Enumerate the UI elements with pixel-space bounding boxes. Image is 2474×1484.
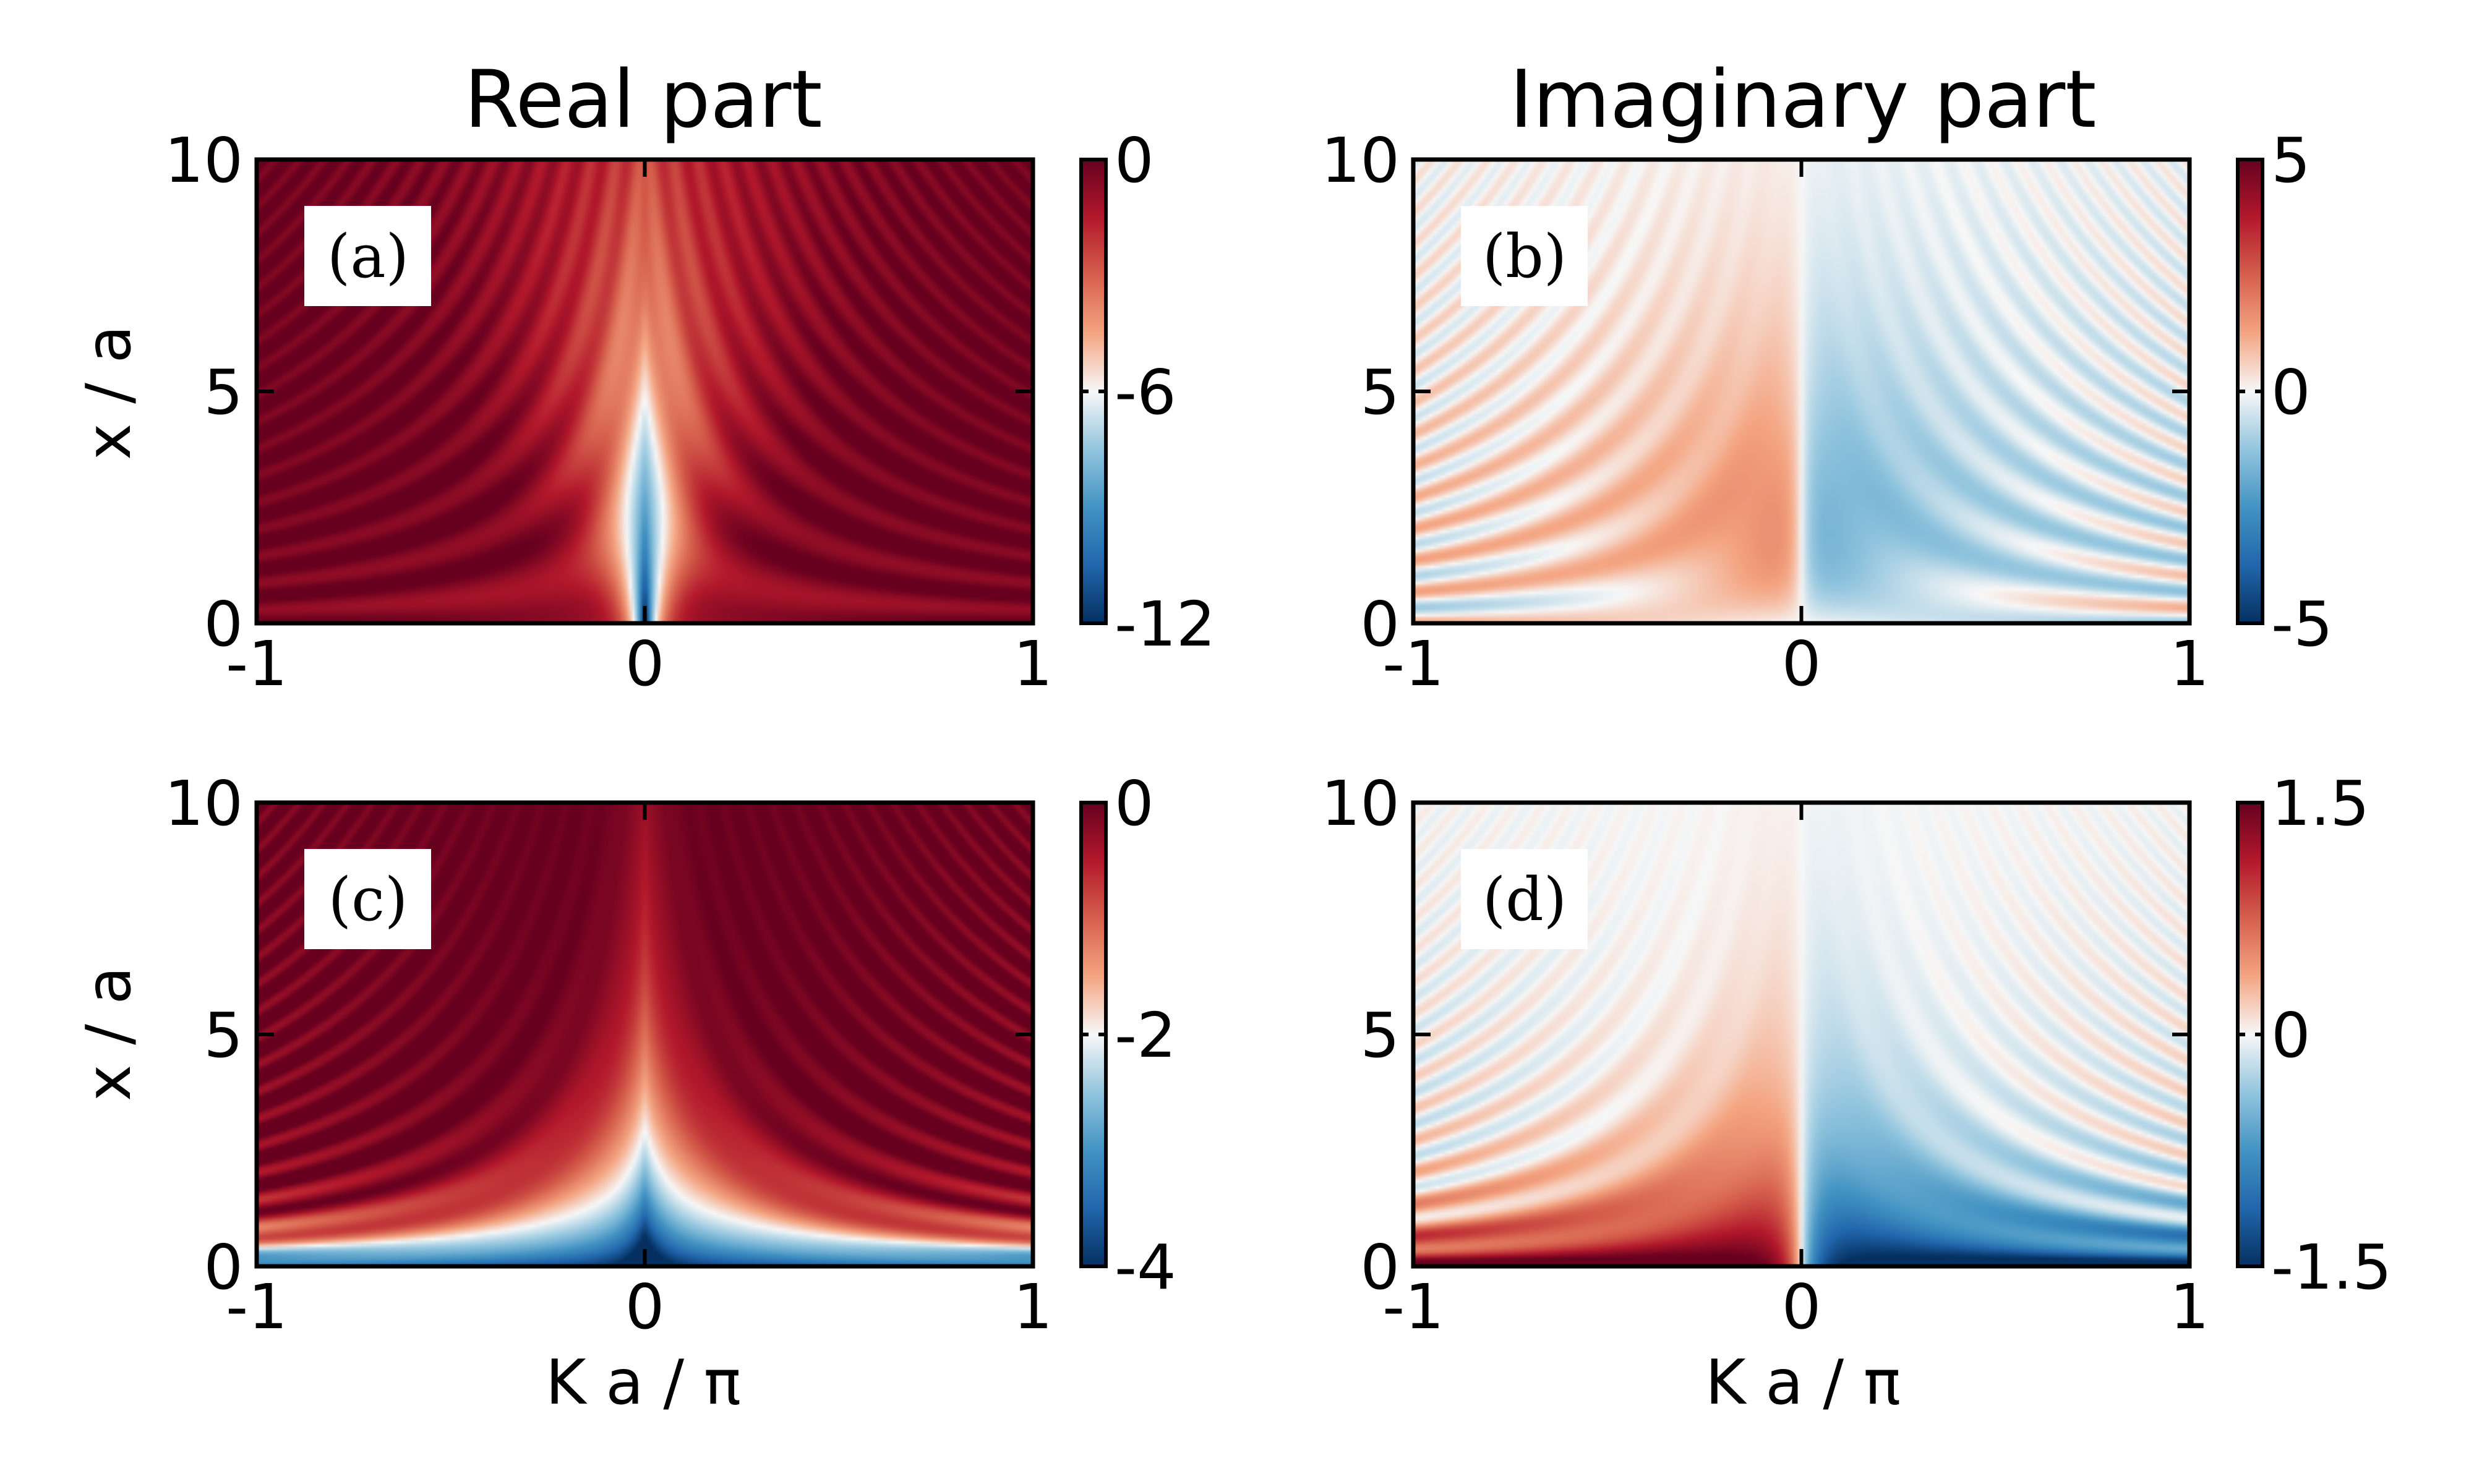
colorbar-tick-label: -5 bbox=[2271, 588, 2333, 660]
panel-label: (a) bbox=[327, 222, 409, 291]
y-tick-label: 0 bbox=[203, 588, 243, 660]
colorbar-tick-label: 0 bbox=[2271, 999, 2311, 1072]
x-tick-label: 0 bbox=[625, 1271, 665, 1343]
x-tick-label: -1 bbox=[1382, 628, 1444, 700]
colorbar-tick-label: 0 bbox=[2271, 356, 2311, 429]
y-tick-label: 10 bbox=[165, 124, 243, 197]
y-tick-label: 10 bbox=[165, 767, 243, 840]
x-axis-label-left: K a / π bbox=[546, 1346, 741, 1418]
y-tick-label: 0 bbox=[1360, 588, 1400, 660]
column-title-real: Real part bbox=[464, 54, 822, 146]
x-tick-label: 0 bbox=[1782, 628, 1821, 700]
x-tick-label: -1 bbox=[226, 628, 288, 700]
panel-label-box bbox=[304, 849, 431, 949]
panel-label: (d) bbox=[1483, 865, 1567, 934]
x-tick-label: 0 bbox=[1782, 1271, 1821, 1343]
x-tick-label: 1 bbox=[2170, 1271, 2209, 1343]
y-tick-label: 0 bbox=[203, 1231, 243, 1303]
colorbar-tick-label: 5 bbox=[2271, 124, 2311, 197]
panel-label-box bbox=[1461, 206, 1588, 306]
colorbar-tick-label: 1.5 bbox=[2271, 767, 2369, 840]
y-axis-label-bottom: x / a bbox=[72, 966, 145, 1101]
colorbar-tick-label: -12 bbox=[1115, 588, 1215, 660]
x-tick-label: 1 bbox=[1013, 1271, 1053, 1343]
colorbar-tick-label: -6 bbox=[1115, 356, 1176, 429]
y-tick-label: 5 bbox=[1360, 356, 1400, 429]
x-tick-label: -1 bbox=[1382, 1271, 1444, 1343]
x-tick-label: 1 bbox=[2170, 628, 2209, 700]
column-title-imaginary: Imaginary part bbox=[1510, 54, 2097, 146]
y-tick-label: 0 bbox=[1360, 1231, 1400, 1303]
y-axis-label-top: x / a bbox=[72, 325, 145, 460]
colorbar-tick-label: -4 bbox=[1115, 1231, 1176, 1303]
colorbar-tick-label: 0 bbox=[1115, 124, 1154, 197]
x-tick-label: 1 bbox=[1013, 628, 1053, 700]
x-axis-label-right: K a / π bbox=[1705, 1346, 1901, 1418]
x-tick-label: -1 bbox=[226, 1271, 288, 1343]
y-tick-label: 5 bbox=[203, 356, 243, 429]
colorbar-tick-label: -1.5 bbox=[2271, 1231, 2392, 1303]
panel-label: (c) bbox=[328, 865, 408, 934]
y-tick-label: 10 bbox=[1321, 124, 1400, 197]
panel-label-box bbox=[304, 206, 431, 306]
colorbar-tick-label: -2 bbox=[1115, 999, 1176, 1072]
y-tick-label: 5 bbox=[203, 999, 243, 1072]
y-tick-label: 10 bbox=[1321, 767, 1400, 840]
y-tick-label: 5 bbox=[1360, 999, 1400, 1072]
colorbar-tick-label: 0 bbox=[1115, 767, 1154, 840]
x-tick-label: 0 bbox=[625, 628, 665, 700]
panel-label-box bbox=[1461, 849, 1588, 949]
panel-label: (b) bbox=[1483, 222, 1567, 291]
